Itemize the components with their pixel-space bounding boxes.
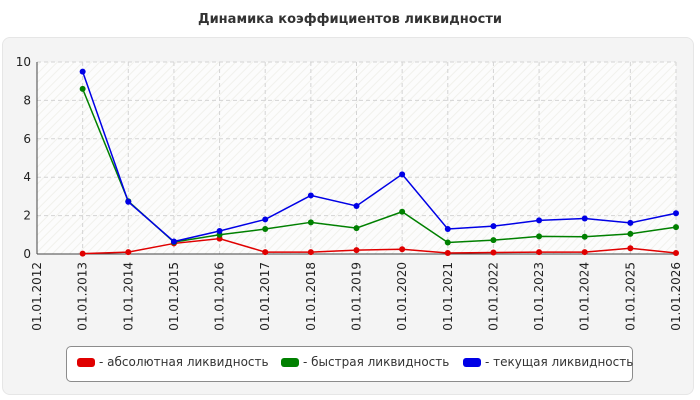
x-tick-label: 01.01.2026: [669, 262, 683, 331]
data-point-series-2: [79, 85, 86, 92]
data-point-series-2: [536, 233, 543, 240]
data-point-series-3: [353, 203, 360, 209]
series-line-2: [81, 88, 677, 244]
x-tick-label: 01.01.2023: [532, 262, 546, 331]
data-point-series-1: [581, 249, 588, 256]
x-tick-label: 01.01.2014: [121, 262, 135, 331]
data-point-series-2: [627, 230, 634, 237]
legend: - абсолютная ликвидность - быстрая ликвид…: [66, 346, 633, 382]
x-tick-label: 01.01.2022: [486, 262, 500, 331]
data-point-series-1: [444, 250, 451, 257]
data-point-series-3: [581, 215, 588, 222]
data-point-series-2: [262, 226, 269, 233]
data-point-series-3: [444, 226, 451, 233]
x-tick-label: 01.01.2020: [395, 262, 409, 331]
y-tick-label: 2: [23, 209, 31, 223]
data-point-series-2: [399, 208, 406, 215]
y-tick-label: 8: [23, 93, 31, 107]
data-point-series-3: [627, 219, 634, 226]
x-tick-label: 01.01.2019: [350, 262, 364, 331]
data-point-series-3: [673, 210, 679, 217]
x-tick-label: 01.01.2021: [441, 262, 455, 331]
data-point-series-1: [490, 249, 497, 256]
x-tick-label: 01.01.2015: [167, 262, 181, 331]
data-point-series-1: [262, 249, 269, 256]
data-point-series-2: [307, 219, 314, 226]
data-point-series-1: [673, 250, 679, 257]
data-point-series-3: [399, 171, 406, 178]
data-point-series-3: [262, 216, 269, 223]
data-point-series-2: [673, 224, 679, 231]
data-point-series-1: [125, 249, 132, 256]
chart-title: Динамика коэффициентов ликвидности: [198, 12, 502, 27]
data-point-series-2: [490, 237, 497, 244]
data-point-series-3: [125, 198, 132, 205]
x-tick-label: 01.01.2013: [76, 262, 90, 331]
data-point-series-3: [490, 223, 497, 230]
legend-label: - абсолютная ликвидность: [99, 355, 269, 369]
data-point-series-3: [307, 192, 314, 199]
data-point-series-3: [536, 217, 543, 224]
legend-swatch: [281, 358, 299, 367]
legend-swatch: [463, 358, 481, 367]
x-tick-label: 01.01.2025: [623, 262, 637, 331]
legend-label: - быстрая ликвидность: [303, 355, 450, 369]
data-point-series-3: [216, 227, 223, 234]
y-tick-label: 10: [16, 55, 31, 69]
y-tick-label: 6: [23, 132, 31, 146]
data-point-series-2: [581, 233, 588, 240]
series-line-3: [81, 71, 677, 243]
x-tick-label: 01.01.2017: [258, 262, 272, 331]
x-tick-label: 01.01.2024: [578, 262, 592, 331]
data-point-series-3: [170, 238, 177, 245]
data-point-series-2: [444, 239, 451, 246]
y-tick-label: 4: [23, 170, 31, 184]
data-point-series-1: [79, 250, 86, 257]
data-point-series-1: [353, 247, 360, 254]
data-point-series-1: [307, 249, 314, 256]
data-point-series-1: [536, 249, 543, 256]
data-point-series-1: [627, 245, 634, 252]
data-point-series-3: [79, 68, 86, 75]
data-point-series-1: [399, 246, 406, 253]
x-tick-label: 01.01.2016: [213, 262, 227, 331]
data-point-series-2: [353, 225, 360, 232]
x-tick-label: 01.01.2012: [30, 262, 44, 331]
series-line-1: [82, 237, 677, 255]
legend-label: - текущая ликвидность: [485, 355, 634, 369]
legend-swatch: [77, 358, 95, 367]
y-tick-label: 0: [23, 247, 31, 261]
x-tick-label: 01.01.2018: [304, 262, 318, 331]
